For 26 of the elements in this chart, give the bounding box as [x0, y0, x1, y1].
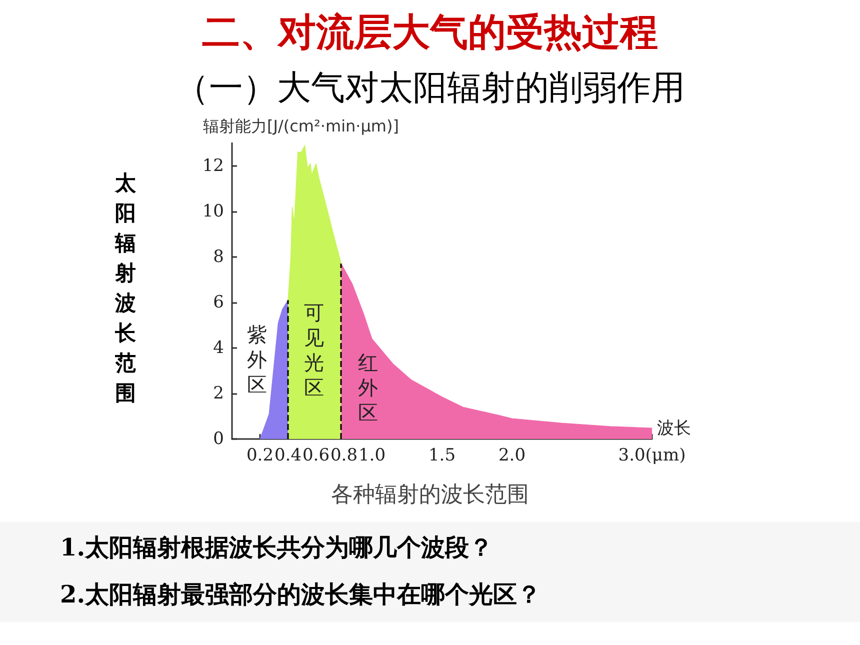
y-tick-label: 8 — [213, 246, 224, 267]
text: 太阳辐射波长范围 — [114, 171, 137, 405]
annotation: 紫外区 — [247, 322, 267, 396]
y-tick-label: 10 — [202, 201, 224, 222]
chart-subtitle: （一）大气对太阳辐射的削弱作用 — [175, 68, 685, 108]
y-tick-label: 4 — [213, 338, 224, 358]
x-tick-label: 0.2 — [246, 446, 274, 466]
y-tick-label: 0 — [213, 429, 224, 449]
x-tick-label: 3.0(μm) — [618, 446, 686, 466]
x-axis-title: 波长 — [657, 418, 691, 438]
annotation: 红外区 — [358, 350, 378, 424]
y-tick-label: 2 — [213, 383, 224, 404]
x-tick-label: 0.8 — [330, 446, 358, 466]
x-tick-label: 1.0 — [358, 446, 386, 466]
x-tick-label: 0.6 — [302, 446, 330, 466]
text: 2.太阳辐射最强部分的波长集中在哪个光区？ — [60, 580, 542, 608]
x-tick-label: 1.5 — [428, 446, 456, 466]
x-tick-label: 0.4 — [274, 446, 302, 466]
text: 各种辐射的波长范围 — [331, 482, 529, 508]
y-tick-label: 12 — [202, 156, 224, 176]
y-axis-title: 辐射能力[J/(cm²·min·μm)] — [203, 116, 399, 136]
y-tick-label: 6 — [213, 292, 224, 312]
chart-title: 二、对流层大气的受热过程 — [202, 10, 658, 54]
x-tick-label: 2.0 — [498, 446, 526, 466]
annotation: 可见光区 — [304, 300, 324, 400]
text: 1.太阳辐射根据波长共分为哪几个波段？ — [60, 532, 494, 562]
